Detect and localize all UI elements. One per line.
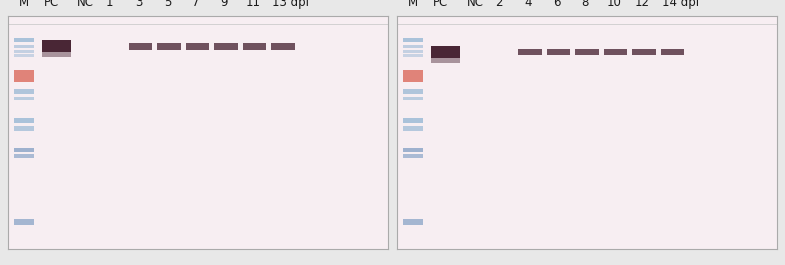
- Text: NC: NC: [77, 0, 94, 9]
- Bar: [403, 54, 423, 57]
- Text: M: M: [19, 0, 29, 9]
- Bar: [403, 96, 423, 100]
- Text: 2: 2: [495, 0, 502, 9]
- Bar: [403, 154, 423, 158]
- Text: 7: 7: [192, 0, 199, 9]
- Bar: [403, 45, 423, 48]
- Bar: [403, 38, 423, 42]
- Bar: [660, 48, 684, 55]
- Text: 3: 3: [135, 0, 143, 9]
- Text: PC: PC: [44, 0, 59, 9]
- Bar: [403, 70, 423, 82]
- Bar: [157, 43, 181, 50]
- Bar: [403, 148, 423, 152]
- Text: 6: 6: [553, 0, 560, 9]
- Text: 14 dpi: 14 dpi: [662, 0, 699, 9]
- Bar: [129, 43, 152, 50]
- Bar: [186, 43, 210, 50]
- Bar: [432, 46, 460, 58]
- Text: 1: 1: [106, 0, 113, 9]
- Bar: [432, 58, 460, 63]
- Bar: [14, 126, 34, 131]
- Bar: [14, 50, 34, 52]
- Bar: [403, 118, 423, 123]
- Bar: [403, 219, 423, 225]
- Bar: [14, 89, 34, 94]
- Bar: [271, 43, 294, 50]
- Bar: [518, 48, 542, 55]
- Text: 11: 11: [246, 0, 261, 9]
- Text: 4: 4: [524, 0, 532, 9]
- Bar: [14, 96, 34, 100]
- Bar: [14, 118, 34, 123]
- Text: 13 dpi: 13 dpi: [272, 0, 309, 9]
- Bar: [14, 45, 34, 48]
- Bar: [14, 54, 34, 57]
- Bar: [546, 48, 570, 55]
- Bar: [604, 48, 627, 55]
- Bar: [42, 40, 71, 52]
- Bar: [403, 126, 423, 131]
- Bar: [14, 70, 34, 82]
- Bar: [403, 50, 423, 52]
- Bar: [214, 43, 238, 50]
- Text: 12: 12: [635, 0, 650, 9]
- Bar: [403, 89, 423, 94]
- Text: 8: 8: [582, 0, 589, 9]
- Bar: [632, 48, 655, 55]
- Text: 9: 9: [221, 0, 228, 9]
- Bar: [243, 43, 266, 50]
- Bar: [14, 38, 34, 42]
- Text: PC: PC: [433, 0, 448, 9]
- Bar: [14, 154, 34, 158]
- Bar: [14, 219, 34, 225]
- Bar: [575, 48, 599, 55]
- Text: M: M: [408, 0, 418, 9]
- Text: 10: 10: [606, 0, 621, 9]
- Bar: [42, 52, 71, 57]
- Bar: [14, 148, 34, 152]
- Text: 5: 5: [164, 0, 171, 9]
- Text: NC: NC: [466, 0, 484, 9]
